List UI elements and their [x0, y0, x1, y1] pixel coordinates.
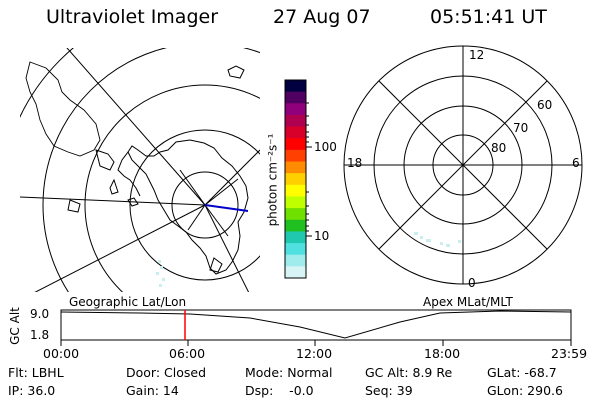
colorbar-band: [285, 173, 306, 186]
colorbar-band: [285, 231, 306, 244]
timeline-y-label: GC Alt: [7, 307, 22, 345]
satellite-track: [204, 204, 249, 212]
colorbar-band: [285, 114, 306, 128]
glat-label: GLat: -68.7: [487, 365, 557, 380]
colorbar-band: [285, 196, 306, 209]
colorbar-band: [285, 103, 306, 116]
colorbar-tick-100: 100: [314, 140, 337, 154]
lat-label-80: 80: [491, 141, 507, 155]
colorbar-band: [285, 266, 306, 279]
colorbar-band: [285, 149, 306, 163]
colorbar-band: [285, 254, 306, 267]
colorbar-band: [285, 184, 306, 197]
date-label: 27 Aug 07: [273, 6, 371, 28]
colorbar-band: [285, 161, 306, 174]
colorbar-unit-label: photon cm⁻²s⁻¹: [265, 133, 280, 227]
mode-label: Mode: Normal: [245, 365, 333, 380]
mlt-label-0: 0: [468, 276, 476, 290]
colorbar-band: [285, 91, 306, 104]
apex-caption: Apex MLat/MLT: [423, 295, 513, 309]
timeline-x-tick-1200: 12:00: [296, 346, 333, 361]
door-label: Door: Closed: [126, 365, 207, 380]
colorbar-band: [285, 80, 306, 93]
instrument-title: Ultraviolet Imager: [46, 6, 219, 28]
mlt-label-12: 12: [469, 48, 485, 62]
colorbar-band: [285, 208, 306, 221]
timeline-x-tick-2359: 23:59: [551, 346, 588, 361]
colorbar-band: [285, 126, 306, 139]
timeline-x-tick-0000: 00:00: [43, 346, 80, 361]
colorbar: [285, 80, 306, 279]
filter-label: Flt: LBHL: [8, 365, 64, 380]
mlt-label-6: 6: [572, 156, 580, 170]
lat-label-60: 60: [537, 98, 553, 112]
colorbar-tick-10: 10: [314, 229, 330, 243]
ip-label: IP: 36.0: [8, 383, 56, 398]
time-label: 05:51:41 UT: [430, 6, 547, 28]
colorbar-band: [285, 243, 306, 256]
aurora-speckles: [414, 232, 461, 247]
colorbar-band: [285, 219, 306, 232]
gain-label: Gain: 14: [126, 383, 179, 398]
timeline-y-tick-top: 9.0: [30, 307, 50, 321]
apex-polar-grid: [343, 45, 583, 285]
geographic-caption: Geographic Lat/Lon: [69, 295, 187, 309]
antarctica-coastline: [127, 139, 249, 275]
colorbar-band: [285, 138, 306, 151]
mlt-label-18: 18: [347, 156, 363, 170]
seq-label: Seq: 39: [365, 383, 413, 398]
timeline-x-tick-0600: 06:00: [169, 346, 206, 361]
geographic-map: [20, 48, 260, 292]
gc-alt-label: GC Alt: 8.9 Re: [365, 365, 453, 380]
timeline-x-tick-1800: 18:00: [424, 346, 461, 361]
timeline-y-tick-bottom: 1.8: [30, 328, 50, 342]
altitude-timeline: [60, 309, 572, 346]
dsp-label: Dsp: -0.0: [245, 383, 314, 398]
glon-label: GLon: 290.6: [487, 383, 563, 398]
lat-label-70: 70: [513, 121, 529, 135]
